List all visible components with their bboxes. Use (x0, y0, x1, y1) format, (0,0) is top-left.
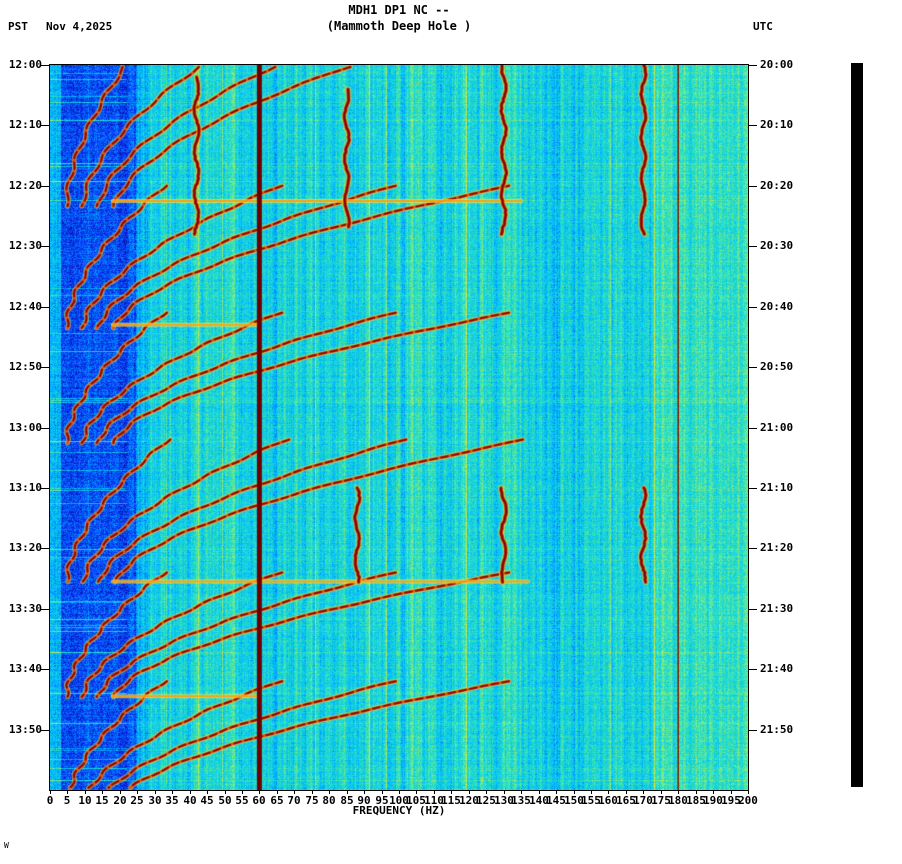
y-tick-label-right: 21:00 (760, 422, 804, 434)
y-tick-label-right: 20:20 (760, 180, 804, 192)
y-tick-right (748, 307, 757, 308)
y-tick-left (41, 548, 50, 549)
y-tick-right (748, 548, 757, 549)
y-tick-right (748, 246, 757, 247)
y-tick-label-right: 21:30 (760, 603, 804, 615)
x-tick-label: 200 (736, 795, 760, 806)
y-tick-left (41, 186, 50, 187)
y-tick-right (748, 488, 757, 489)
y-tick-left (41, 488, 50, 489)
y-tick-right (748, 65, 757, 66)
y-tick-label-left: 12:50 (4, 361, 42, 373)
spectrogram-plot-frame (49, 64, 749, 791)
y-tick-right (748, 730, 757, 731)
y-tick-label-right: 20:40 (760, 301, 804, 313)
y-tick-left (41, 125, 50, 126)
y-tick-label-left: 13:10 (4, 482, 42, 494)
y-tick-left (41, 730, 50, 731)
y-tick-label-right: 20:50 (760, 361, 804, 373)
y-tick-left (41, 307, 50, 308)
y-tick-left (41, 609, 50, 610)
y-tick-label-left: 12:00 (4, 59, 42, 71)
scale-bar (851, 63, 863, 787)
y-tick-left (41, 246, 50, 247)
corner-note: W (4, 841, 9, 850)
y-tick-right (748, 428, 757, 429)
y-tick-label-right: 21:50 (760, 724, 804, 736)
y-tick-label-right: 20:30 (760, 240, 804, 252)
y-tick-label-right: 21:20 (760, 542, 804, 554)
timezone-right-label: UTC (753, 20, 773, 33)
y-tick-right (748, 186, 757, 187)
y-tick-right (748, 367, 757, 368)
y-tick-right (748, 669, 757, 670)
y-tick-label-left: 12:40 (4, 301, 42, 313)
y-tick-label-right: 20:00 (760, 59, 804, 71)
y-tick-label-left: 12:30 (4, 240, 42, 252)
y-tick-label-left: 13:50 (4, 724, 42, 736)
date-label: Nov 4,2025 (46, 20, 112, 33)
y-tick-label-left: 12:20 (4, 180, 42, 192)
y-tick-right (748, 125, 757, 126)
page-title: MDH1 DP1 NC -- (50, 3, 748, 17)
y-tick-label-left: 13:30 (4, 603, 42, 615)
y-tick-left (41, 367, 50, 368)
y-tick-left (41, 669, 50, 670)
y-tick-label-left: 12:10 (4, 119, 42, 131)
spectrogram-image (50, 65, 748, 790)
y-tick-left (41, 65, 50, 66)
y-tick-right (748, 609, 757, 610)
y-tick-label-right: 21:40 (760, 663, 804, 675)
timezone-left-label: PST (8, 20, 28, 33)
y-tick-label-left: 13:00 (4, 422, 42, 434)
y-tick-label-left: 13:40 (4, 663, 42, 675)
y-tick-label-right: 20:10 (760, 119, 804, 131)
y-tick-label-right: 21:10 (760, 482, 804, 494)
page-subtitle: (Mammoth Deep Hole ) (50, 19, 748, 33)
y-tick-left (41, 428, 50, 429)
y-tick-label-left: 13:20 (4, 542, 42, 554)
